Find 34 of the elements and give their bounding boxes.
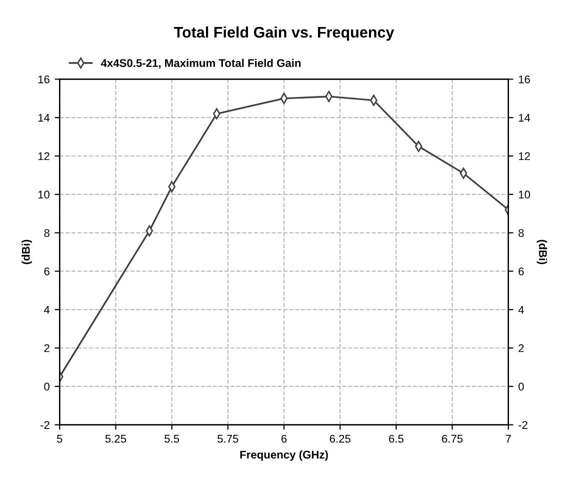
x-tick-label: 5.25 bbox=[105, 434, 126, 443]
y-tick-label: 4 bbox=[44, 306, 50, 314]
y-tick-label: 12 bbox=[38, 152, 50, 160]
x-tick-label: 5.75 bbox=[218, 434, 238, 443]
y-tick-label: 8 bbox=[44, 229, 50, 237]
x-tick-label: 6 bbox=[281, 434, 287, 443]
x-tick-label: 7 bbox=[506, 434, 511, 443]
y-tick-label: 16 bbox=[38, 75, 50, 84]
y2-tick-label: 8 bbox=[518, 229, 524, 237]
y-tick-label: 14 bbox=[38, 114, 50, 122]
x-axis-title: Frequency (GHz) bbox=[240, 450, 328, 461]
y-tick-label: 0 bbox=[44, 382, 50, 391]
y2-axis-title: (dBi) bbox=[536, 240, 548, 264]
y2-tick-label: -2 bbox=[518, 421, 528, 429]
y-tick-label: 2 bbox=[44, 344, 50, 352]
x-tick-label: 6.75 bbox=[442, 434, 463, 443]
y2-tick-label: 6 bbox=[518, 267, 524, 276]
y-tick-label: 10 bbox=[38, 190, 50, 199]
legend-label: 4x4S0.5-21, Maximum Total Field Gain bbox=[100, 58, 301, 69]
y2-tick-label: 16 bbox=[518, 75, 530, 84]
x-tick-label: 6.25 bbox=[330, 434, 350, 443]
y2-tick-label: 0 bbox=[518, 382, 524, 391]
y2-tick-label: 10 bbox=[518, 190, 530, 199]
y-tick-label: 6 bbox=[44, 267, 50, 276]
y2-tick-label: 2 bbox=[518, 344, 524, 352]
x-tick-label: 5.5 bbox=[164, 434, 180, 443]
x-tick-label: 5 bbox=[56, 434, 62, 443]
y2-tick-label: 14 bbox=[518, 114, 530, 122]
y2-tick-label: 12 bbox=[518, 152, 530, 160]
y-tick-label: -2 bbox=[40, 421, 50, 429]
x-tick-label: 6.5 bbox=[389, 434, 404, 443]
y2-tick-label: 4 bbox=[518, 306, 524, 314]
y-axis-title: (dBi) bbox=[22, 240, 32, 264]
chart-title: Total Field Gain vs. Frequency bbox=[174, 26, 394, 41]
